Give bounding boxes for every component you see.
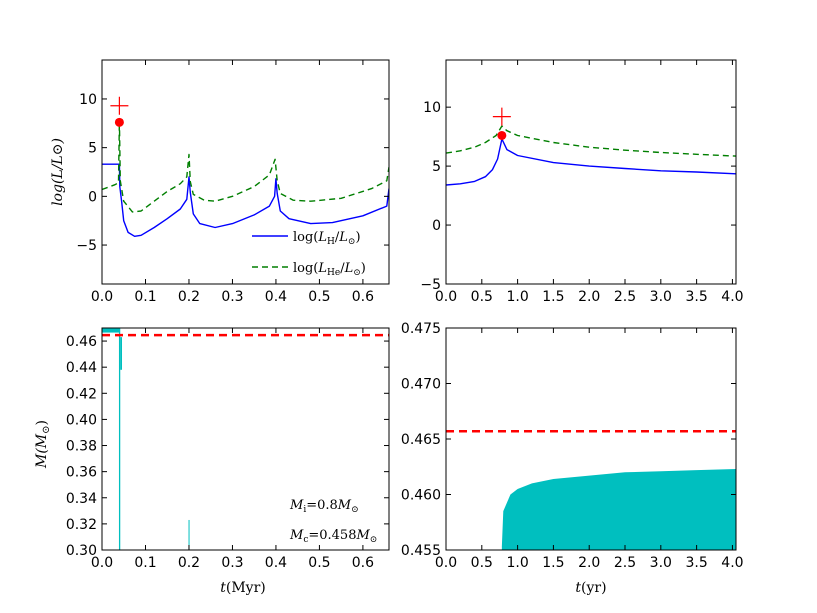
- series-helium-luminosity: [446, 125, 736, 157]
- x-tick-label: 0.0: [435, 289, 457, 305]
- y-tick-label: 10: [423, 100, 441, 116]
- x-tick-label: 0.3: [221, 555, 243, 571]
- x-tick-label: 0.1: [134, 289, 156, 305]
- mass-panel-yr: 0.0 0.5 1.0 1.5 2.0 2.5 3.0 3.5 4.0 0.455 0.460 0.4…: [401, 321, 744, 596]
- y-tick-label: 0.465: [401, 432, 441, 448]
- legend: log(LH/L⊙) log(LHe/L⊙): [252, 230, 366, 278]
- luminosity-panel-myr: 0.0 0.1 0.2 0.3 0.4 0.5 0.6 −5 0 5 10 log(L/L⊙) lo…: [50, 59, 390, 305]
- x-tick-label: 3.5: [685, 555, 707, 571]
- xlabel-yr: t(yr): [575, 580, 606, 596]
- x-tick-label: 0.0: [91, 289, 113, 305]
- x-tick-label: 2.0: [578, 555, 600, 571]
- y-tick-label: 5: [88, 141, 97, 157]
- y-tick-label: 0.455: [401, 543, 441, 559]
- y-tick-label: 0.475: [401, 321, 441, 337]
- luminosity-panel-yr: 0.0 0.5 1.0 1.5 2.0 2.5 3.0 3.5 4.0 −5 0 5 10: [420, 59, 744, 305]
- y-tick-label: 0: [88, 189, 97, 205]
- y-tick-label: 5: [432, 159, 441, 175]
- convective-region: [501, 468, 736, 550]
- flash-peak-dot: [497, 130, 507, 140]
- x-tick-label: 4.0: [721, 289, 743, 305]
- x-tick-label: 2.5: [614, 289, 636, 305]
- annotation-initial-mass: Mi=0.8M⊙: [289, 498, 359, 515]
- y-tick-label: 0: [432, 218, 441, 234]
- flash-peak-cross: [110, 96, 129, 115]
- y-tick-label: 0.46: [66, 334, 97, 350]
- flash-peak-dot: [114, 117, 124, 127]
- xlabel-myr: t(Myr): [220, 580, 266, 596]
- x-tick-label: 0.2: [178, 555, 200, 571]
- mass-panel-myr: 0.0 0.1 0.2 0.3 0.4 0.5 0.6 0.30 0.32 0.34 0.36 0.3…: [34, 327, 390, 596]
- series-helium-luminosity: [102, 119, 389, 213]
- x-tick-label: 0.0: [435, 555, 457, 571]
- series-hydrogen-luminosity: [102, 163, 389, 237]
- x-tick-label: 1.5: [542, 555, 564, 571]
- x-tick-label: 0.6: [352, 289, 374, 305]
- x-tick-label: 0.4: [265, 555, 287, 571]
- y-tick-label: 0.38: [66, 439, 97, 455]
- x-tick-label: 0.5: [471, 289, 493, 305]
- y-tick-label: 0.40: [66, 412, 97, 428]
- y-tick-label: 0.36: [66, 465, 97, 481]
- x-tick-label: 0.2: [178, 289, 200, 305]
- y-tick-label: 0.30: [66, 543, 97, 559]
- annotation-core-mass: Mc=0.458M⊙: [289, 528, 377, 545]
- ylabel-mass: M(M⊙): [34, 420, 52, 469]
- x-tick-label: 0.5: [308, 555, 330, 571]
- legend-label-helium: log(LHe/L⊙): [293, 261, 366, 278]
- ylabel-luminosity: log(L/L⊙): [50, 138, 66, 206]
- x-tick-label: 3.0: [650, 289, 672, 305]
- x-tick-label: 3.5: [685, 289, 707, 305]
- x-tick-label: 0.0: [91, 555, 113, 571]
- x-tick-label: 1.5: [542, 289, 564, 305]
- x-tick-label: 0.4: [265, 289, 287, 305]
- x-tick-label: 1.0: [506, 555, 528, 571]
- convective-zone: [102, 328, 120, 333]
- x-tick-label: 1.0: [506, 289, 528, 305]
- y-tick-label: 0.470: [401, 377, 441, 393]
- y-tick-label: 0.44: [66, 360, 97, 376]
- y-tick-label: −5: [420, 277, 441, 293]
- x-tick-label: 0.6: [352, 555, 374, 571]
- y-tick-label: 10: [79, 92, 97, 108]
- convective-zone: [188, 519, 190, 550]
- series-hydrogen-luminosity: [446, 138, 736, 186]
- x-tick-label: 0.5: [308, 289, 330, 305]
- x-tick-label: 0.3: [221, 289, 243, 305]
- x-tick-label: 3.0: [650, 555, 672, 571]
- x-tick-label: 0.5: [471, 555, 493, 571]
- y-tick-label: 0.42: [66, 386, 97, 402]
- y-tick-label: 0.460: [401, 488, 441, 504]
- convective-zone: [120, 337, 123, 370]
- legend-label-hydrogen: log(LH/L⊙): [293, 230, 361, 247]
- x-tick-label: 0.1: [134, 555, 156, 571]
- x-tick-label: 4.0: [721, 555, 743, 571]
- y-tick-label: 0.32: [66, 517, 97, 533]
- convective-zone: [118, 328, 121, 550]
- x-tick-label: 2.0: [578, 289, 600, 305]
- flash-peak-cross: [492, 107, 511, 126]
- y-tick-label: 0.34: [66, 491, 97, 507]
- x-tick-label: 2.5: [614, 555, 636, 571]
- y-tick-label: −5: [76, 238, 97, 254]
